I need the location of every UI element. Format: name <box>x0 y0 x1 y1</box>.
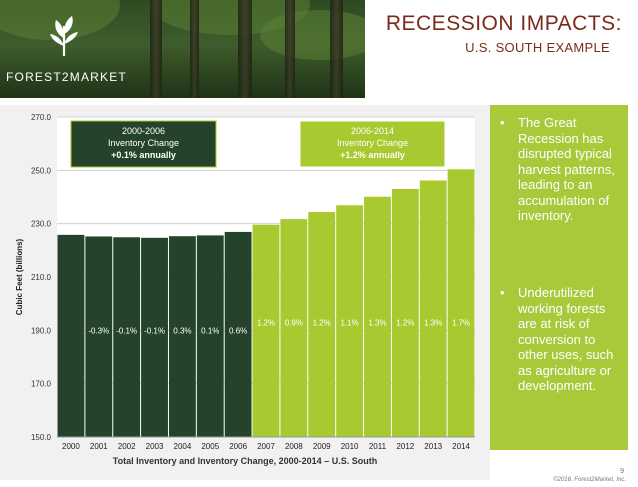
logo-wordmark: FOREST2MARKET <box>6 70 127 84</box>
x-tick-label: 2011 <box>369 442 387 451</box>
bar-2013 <box>419 180 447 437</box>
bar-2008 <box>280 219 308 437</box>
bar-2010 <box>336 205 364 437</box>
bar-2002 <box>113 237 141 437</box>
x-tick-label: 2009 <box>313 442 331 451</box>
tree-trunk <box>330 0 343 98</box>
bar-2006 <box>224 231 252 437</box>
x-tick-label: 2008 <box>285 442 303 451</box>
header-forest-photo: FOREST2MARKET <box>0 0 365 98</box>
bullet-text: The Great Recession has disrupted typica… <box>518 115 615 223</box>
y-tick-label: 230.0 <box>31 220 52 229</box>
chart-caption: Total Inventory and Inventory Change, 20… <box>112 456 378 466</box>
bar-2011 <box>364 196 391 437</box>
page-number: 9 <box>620 468 624 475</box>
data-label: 0.9% <box>285 319 303 328</box>
y-axis-title: Cubic Feet (billions) <box>15 238 24 315</box>
data-label: 1.2% <box>313 319 331 328</box>
data-label: 1.7% <box>452 319 470 328</box>
tree-trunk <box>238 0 252 98</box>
annotation-text: Inventory Change <box>108 138 179 148</box>
y-tick-label: 250.0 <box>31 166 52 175</box>
data-label: 0.3% <box>173 327 191 336</box>
annotation-text: Inventory Change <box>337 138 408 148</box>
x-tick-label: 2007 <box>257 442 275 451</box>
annotation-text: +1.2% annually <box>340 150 405 160</box>
copyright-notice: ©2016, Forest2Market, Inc. <box>553 477 626 483</box>
x-tick-label: 2001 <box>90 442 108 451</box>
y-tick-label: 210.0 <box>31 273 52 282</box>
tree-trunk <box>190 0 199 98</box>
x-tick-label: 2013 <box>424 442 442 451</box>
x-tick-label: 2006 <box>229 442 247 451</box>
bar-2004 <box>168 236 196 437</box>
annotation-text: +0.1% annually <box>111 150 176 160</box>
y-tick-label: 270.0 <box>31 113 52 122</box>
x-tick-label: 2012 <box>396 442 414 451</box>
data-label: 1.2% <box>396 319 414 328</box>
x-tick-label: 2000 <box>62 442 80 451</box>
company-logo: FOREST2MARKET <box>6 10 127 90</box>
inventory-bar-chart: 150.0 170.0 190.0 210.0 230.0 250.0 270.0 Cubic… <box>15 113 475 451</box>
tree-emblem-icon <box>50 16 78 56</box>
data-label: 1.1% <box>340 319 358 328</box>
annotation-text: 2006-2014 <box>351 126 394 136</box>
slide-subtitle: U.S. SOUTH EXAMPLE <box>465 40 610 55</box>
annotation-text: 2000-2006 <box>122 126 165 136</box>
bullet-dot-icon: • <box>500 115 505 130</box>
bar-2009 <box>308 211 336 437</box>
tree-trunk <box>285 0 295 98</box>
data-label: -0.1% <box>116 327 137 336</box>
y-tick-label: 190.0 <box>31 326 52 335</box>
tree-trunk <box>150 0 162 98</box>
annotation-box <box>70 120 217 168</box>
annotation-box <box>299 120 446 168</box>
x-tick-label: 2010 <box>341 442 359 451</box>
data-label: 0.6% <box>229 327 247 336</box>
x-tick-label: 2003 <box>146 442 164 451</box>
x-tick-label: 2002 <box>118 442 136 451</box>
bar-2007 <box>252 224 280 437</box>
bar-2005 <box>196 235 224 437</box>
bar-2012 <box>391 189 419 437</box>
slide-title: RECESSION IMPACTS: <box>385 12 622 35</box>
data-label: 1.2% <box>257 319 275 328</box>
bullet-dot-icon: • <box>500 285 505 300</box>
bar-2000 <box>57 234 85 437</box>
data-label: -0.3% <box>88 327 109 336</box>
y-tick-label: 170.0 <box>31 380 52 389</box>
y-tick-label: 150.0 <box>31 433 52 442</box>
bar-2003 <box>141 237 168 437</box>
x-tick-label: 2004 <box>174 442 192 451</box>
data-label: -0.1% <box>144 327 165 336</box>
x-tick-label: 2005 <box>201 442 219 451</box>
data-label: 1.3% <box>424 319 442 328</box>
bullet-text: Underutilized working forests are at ris… <box>518 285 614 393</box>
x-tick-label: 2014 <box>452 442 470 451</box>
data-label: 1.3% <box>368 319 386 328</box>
bar-2014 <box>447 169 475 437</box>
bar-2001 <box>85 236 113 437</box>
bullet-panel: • The Great Recession has disrupted typi… <box>490 105 628 450</box>
foliage-shape <box>260 10 365 60</box>
data-label: 0.1% <box>201 327 219 336</box>
